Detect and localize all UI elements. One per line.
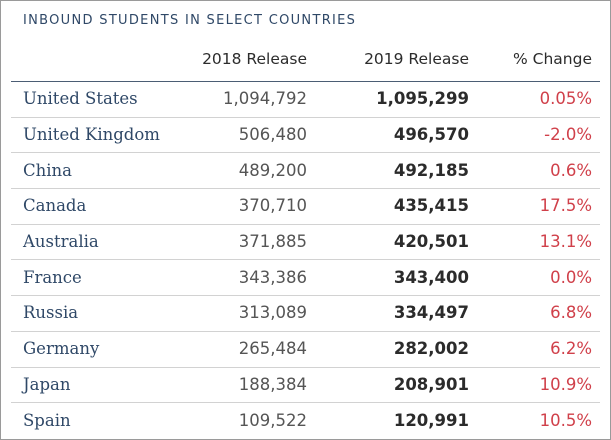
release-2019-cell: 435,415 bbox=[393, 196, 469, 216]
country-cell: Russia bbox=[23, 303, 79, 323]
table-row: Spain 109,522 120,991 10.5% bbox=[11, 403, 600, 439]
table-row: France 343,386 343,400 0.0% bbox=[11, 260, 600, 297]
table-row: Germany 265,484 282,002 6.2% bbox=[11, 332, 600, 368]
percent-change-cell: 10.9% bbox=[539, 374, 592, 394]
release-2019-cell: 492,185 bbox=[393, 160, 469, 180]
percent-change-cell: 0.6% bbox=[550, 160, 592, 180]
percent-change-cell: 6.8% bbox=[550, 303, 592, 323]
release-2018-cell: 313,089 bbox=[238, 303, 307, 323]
release-2018-cell: 109,522 bbox=[238, 410, 307, 430]
percent-change-cell: -2.0% bbox=[544, 124, 592, 144]
column-header-percent-change: % Change bbox=[513, 50, 592, 68]
table-body: United States 1,094,792 1,095,299 0.05% … bbox=[11, 82, 600, 439]
release-2019-cell: 420,501 bbox=[393, 231, 469, 251]
release-2018-cell: 489,200 bbox=[238, 160, 307, 180]
percent-change-cell: 0.0% bbox=[550, 267, 592, 287]
percent-change-cell: 6.2% bbox=[550, 338, 592, 358]
release-2018-cell: 188,384 bbox=[238, 374, 307, 394]
table-row: Australia 371,885 420,501 13.1% bbox=[11, 225, 600, 261]
header-divider bbox=[11, 81, 600, 82]
column-header-2019-release: 2019 Release bbox=[364, 50, 469, 68]
release-2018-cell: 370,710 bbox=[238, 196, 307, 216]
table-row: China 489,200 492,185 0.6% bbox=[11, 153, 600, 190]
release-2018-cell: 1,094,792 bbox=[223, 89, 307, 109]
country-cell: China bbox=[23, 160, 72, 180]
country-cell: United Kingdom bbox=[23, 124, 160, 144]
table-row: Canada 370,710 435,415 17.5% bbox=[11, 189, 600, 225]
percent-change-cell: 0.05% bbox=[539, 89, 592, 109]
release-2019-cell: 282,002 bbox=[393, 338, 469, 358]
release-2019-cell: 1,095,299 bbox=[376, 89, 469, 109]
percent-change-cell: 17.5% bbox=[539, 196, 592, 216]
percent-change-cell: 13.1% bbox=[539, 231, 592, 251]
country-cell: Germany bbox=[23, 338, 100, 358]
release-2019-cell: 343,400 bbox=[393, 267, 469, 287]
release-2019-cell: 120,991 bbox=[393, 410, 469, 430]
table-row: Russia 313,089 334,497 6.8% bbox=[11, 296, 600, 332]
country-cell: United States bbox=[23, 89, 138, 109]
table-row: United States 1,094,792 1,095,299 0.05% bbox=[11, 82, 600, 118]
release-2019-cell: 496,570 bbox=[393, 124, 469, 144]
country-cell: Canada bbox=[23, 196, 87, 216]
country-cell: Spain bbox=[23, 410, 71, 430]
percent-change-cell: 10.5% bbox=[539, 410, 592, 430]
release-2018-cell: 371,885 bbox=[238, 231, 307, 251]
table-title: INBOUND STUDENTS IN SELECT COUNTRIES bbox=[23, 13, 357, 28]
country-cell: Japan bbox=[23, 374, 71, 394]
release-2018-cell: 265,484 bbox=[238, 338, 307, 358]
column-header-2018-release: 2018 Release bbox=[202, 50, 307, 68]
release-2018-cell: 343,386 bbox=[238, 267, 307, 287]
release-2019-cell: 208,901 bbox=[393, 374, 469, 394]
country-cell: Australia bbox=[23, 231, 99, 251]
table-row: Japan 188,384 208,901 10.9% bbox=[11, 368, 600, 404]
table-row: United Kingdom 506,480 496,570 -2.0% bbox=[11, 118, 600, 154]
release-2019-cell: 334,497 bbox=[393, 303, 469, 323]
country-cell: France bbox=[23, 267, 82, 287]
release-2018-cell: 506,480 bbox=[238, 124, 307, 144]
